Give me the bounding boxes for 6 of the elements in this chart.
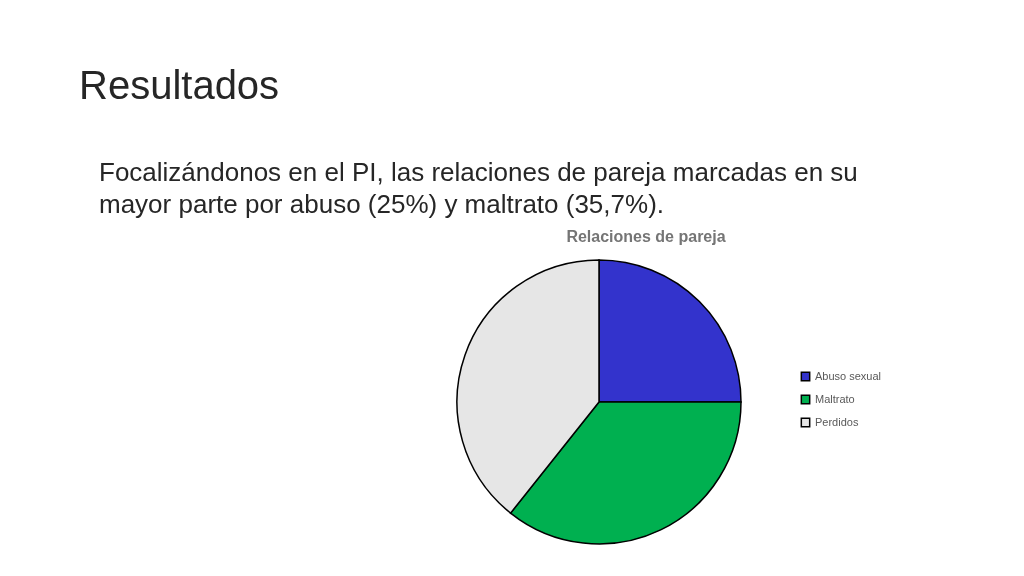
text: Focalizándonos en el PI, las relaciones de pareja marcadas en su mayor parte por abuso (25%) y maltrato (35,7%).: [99, 157, 858, 219]
text: Resultados: [79, 63, 280, 107]
chart-title: Relaciones de pareja: [566, 228, 726, 245]
legend-label: Maltrato: [815, 392, 855, 405]
legend-label: Perdidos: [815, 415, 859, 428]
legend-label: Abuso sexual: [815, 369, 882, 382]
